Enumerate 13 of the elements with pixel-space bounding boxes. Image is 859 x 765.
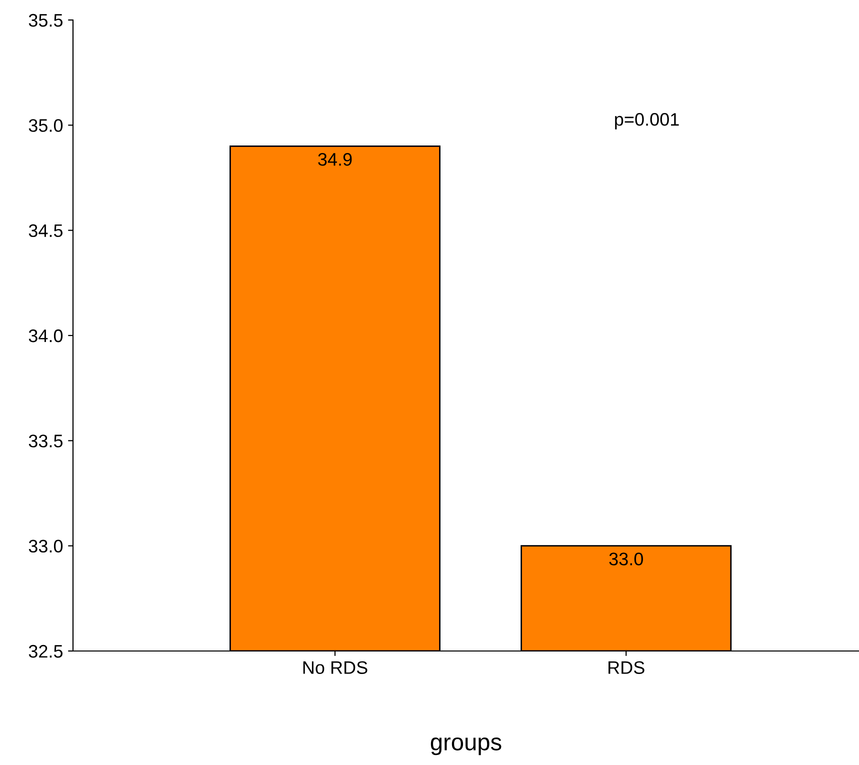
- y-tick-label: 34.5: [28, 224, 63, 238]
- x-tick-label: No RDS: [303, 661, 368, 674]
- y-tick-label: 32.5: [28, 644, 63, 658]
- annotation: p=0.001: [615, 113, 679, 130]
- y-tick-label: 34.0: [28, 329, 63, 342]
- y-tick-label: 35.5: [28, 14, 63, 27]
- data-label: 33.0: [609, 552, 643, 566]
- y-tick-label: 33.5: [28, 434, 63, 448]
- data-label: 34.9: [318, 152, 352, 166]
- y-tick-label: 35.0: [28, 119, 63, 132]
- y-tick-label: 33.0: [28, 540, 63, 553]
- x-axis-title: groups: [430, 738, 502, 756]
- x-tick-label: RDS: [608, 661, 644, 674]
